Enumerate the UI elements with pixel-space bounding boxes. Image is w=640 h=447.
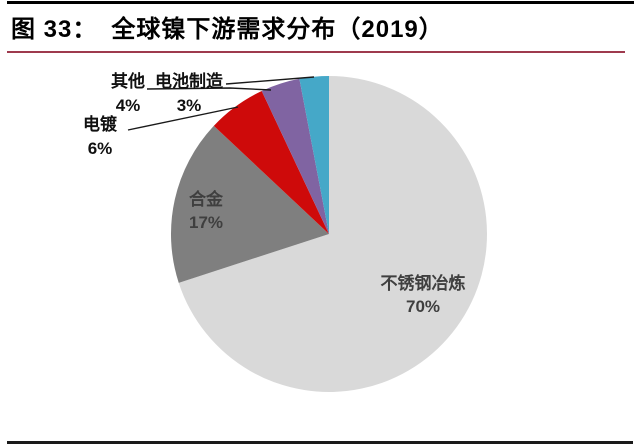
leader-line-electroplating (127, 106, 239, 131)
data-label-battery-name: 电池制造 (155, 72, 223, 91)
data-label-other-name: 其他 (111, 72, 145, 91)
leader-lines (127, 76, 315, 131)
figure-title: 图 33： 全球镍下游需求分布（2019） (11, 9, 444, 44)
data-label-battery-pct: 3% (176, 96, 202, 115)
figure-number-label: 图 33： (11, 16, 98, 43)
pie-slice-stainless-steel-smelting (178, 76, 487, 393)
data-label-stainless-name: 不锈钢冶炼 (380, 274, 466, 293)
data-label-electroplating-pct: 6% (87, 139, 113, 158)
accent-rule (7, 51, 625, 53)
data-label-stainless-pct: 70% (405, 297, 441, 316)
data-label-battery-manufacturing: 电池制造 3% (155, 70, 223, 118)
data-label-electroplating: 电镀 6% (83, 113, 117, 161)
data-label-electroplating-name: 电镀 (83, 115, 117, 134)
top-rule (7, 1, 634, 4)
leader-line-battery-manufacturing (225, 76, 315, 85)
pie-slice-electroplating (213, 91, 329, 234)
figure-title-text: 全球镍下游需求分布（2019） (111, 16, 444, 43)
leader-line-other (146, 87, 272, 91)
pie-slices (170, 76, 487, 393)
data-label-stainless-steel: 不锈钢冶炼 70% (381, 272, 466, 318)
bottom-rule (7, 441, 633, 444)
data-label-other: 其他 4% (111, 70, 145, 118)
data-label-other-pct: 4% (115, 96, 141, 115)
data-label-alloy-name: 合金 (189, 190, 223, 209)
data-label-alloy-pct: 17% (188, 213, 224, 232)
pie-slice-alloy (170, 125, 329, 283)
data-label-alloy: 合金 17% (189, 188, 223, 234)
pie-slice-battery-manufacturing (299, 76, 329, 234)
pie-slice-other (261, 78, 329, 234)
